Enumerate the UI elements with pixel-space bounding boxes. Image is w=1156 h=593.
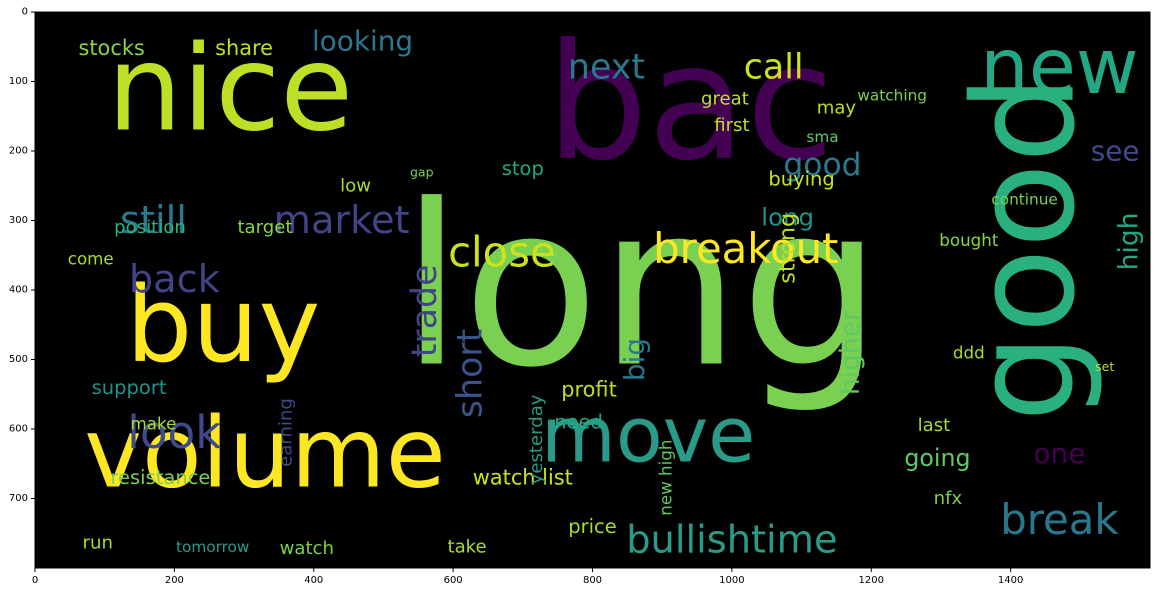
word-continue: continue [991, 191, 1058, 209]
word-back: back [129, 257, 221, 302]
y-tick-label: 300 [9, 215, 28, 226]
x-tick-label: 200 [165, 575, 184, 586]
word-watch: watch [280, 538, 334, 559]
y-tick-label: 600 [9, 424, 28, 435]
word-yesterday: yesterday [526, 394, 547, 484]
word-gap: gap [410, 164, 434, 179]
word-first: first [714, 115, 749, 136]
word-great: great [701, 88, 749, 109]
word-target: target [237, 217, 292, 238]
word-good: good [783, 147, 861, 183]
word-still: still [120, 198, 187, 243]
y-tick-label: 100 [9, 76, 28, 87]
word-support: support [92, 376, 167, 399]
word-buying: buying [768, 167, 834, 190]
word-come: come [68, 249, 114, 269]
word-strong: strong [775, 213, 801, 284]
word-may: may [817, 97, 857, 118]
word-low: low [340, 175, 371, 196]
word-take: take [447, 537, 486, 558]
x-axis: 0 200 400 600 800 1000 1200 1400 [32, 568, 1023, 586]
word-breakout: breakout [653, 224, 838, 273]
word-stocks: stocks [78, 36, 144, 60]
y-tick-label: 200 [9, 146, 28, 157]
word-new-high: new high [656, 440, 676, 516]
word-share: share [215, 36, 273, 60]
word-profit: profit [561, 377, 617, 401]
y-tick-label: 700 [9, 493, 28, 504]
word-nice: nice [107, 19, 353, 157]
y-tick-label: 0 [22, 7, 28, 18]
y-axis: 0 100 200 300 400 500 600 700 [9, 7, 35, 504]
y-tick-label: 400 [9, 285, 28, 296]
word-run: run [83, 532, 113, 553]
word-resistance: resistance [110, 466, 210, 489]
x-tick-label: 1000 [719, 575, 744, 586]
word-watching: watching [857, 86, 927, 104]
word-move: move [541, 391, 755, 480]
word-looking: looking [312, 25, 413, 58]
word-close: close [448, 227, 556, 276]
word-stop: stop [502, 157, 544, 180]
x-tick-label: 1200 [859, 575, 884, 586]
word-bought: bought [939, 230, 999, 250]
word-nfx: nfx [934, 488, 963, 509]
word-long: long [401, 157, 882, 417]
word-new: new [980, 23, 1139, 112]
word-earning: earning [275, 398, 296, 467]
word-set: set [1095, 359, 1114, 374]
word-trade: trade [405, 264, 445, 357]
word-watch-list: watch list [473, 466, 573, 490]
word-position: position [114, 217, 186, 238]
x-tick-label: 0 [32, 575, 38, 586]
y-tick-label: 500 [9, 354, 28, 365]
word-last: last [918, 415, 951, 436]
word-tomorrow: tomorrow [176, 538, 249, 556]
word-good: good [944, 75, 1106, 423]
word-going: going [904, 444, 970, 472]
word-market: market [274, 198, 410, 243]
word-one: one [1033, 437, 1085, 470]
word-next: next [568, 48, 645, 88]
x-tick-label: 600 [444, 575, 463, 586]
word-high: high [1114, 212, 1145, 270]
word-bac: bac [546, 9, 834, 196]
word-make: make [131, 413, 177, 433]
word-call: call [744, 48, 804, 88]
x-tick-label: 800 [583, 575, 602, 586]
word-buy: buy [126, 264, 320, 386]
word-see: see [1091, 135, 1140, 168]
word-price: price [568, 515, 617, 538]
x-tick-label: 1400 [998, 575, 1023, 586]
word-need: need [554, 411, 603, 434]
x-tick-label: 400 [304, 575, 323, 586]
word-higher: higher [835, 310, 866, 395]
word-look: look [127, 406, 222, 459]
word-big: big [618, 338, 651, 381]
plot-background [35, 12, 1150, 568]
word-sma: sma [806, 128, 838, 146]
word-bullishtime: bullishtime [626, 518, 837, 563]
word-volume: volume [84, 396, 446, 510]
word-short: short [451, 329, 491, 418]
word-long: long [761, 203, 814, 232]
word-break: break [1000, 495, 1119, 544]
word-ddd: ddd [953, 343, 985, 363]
